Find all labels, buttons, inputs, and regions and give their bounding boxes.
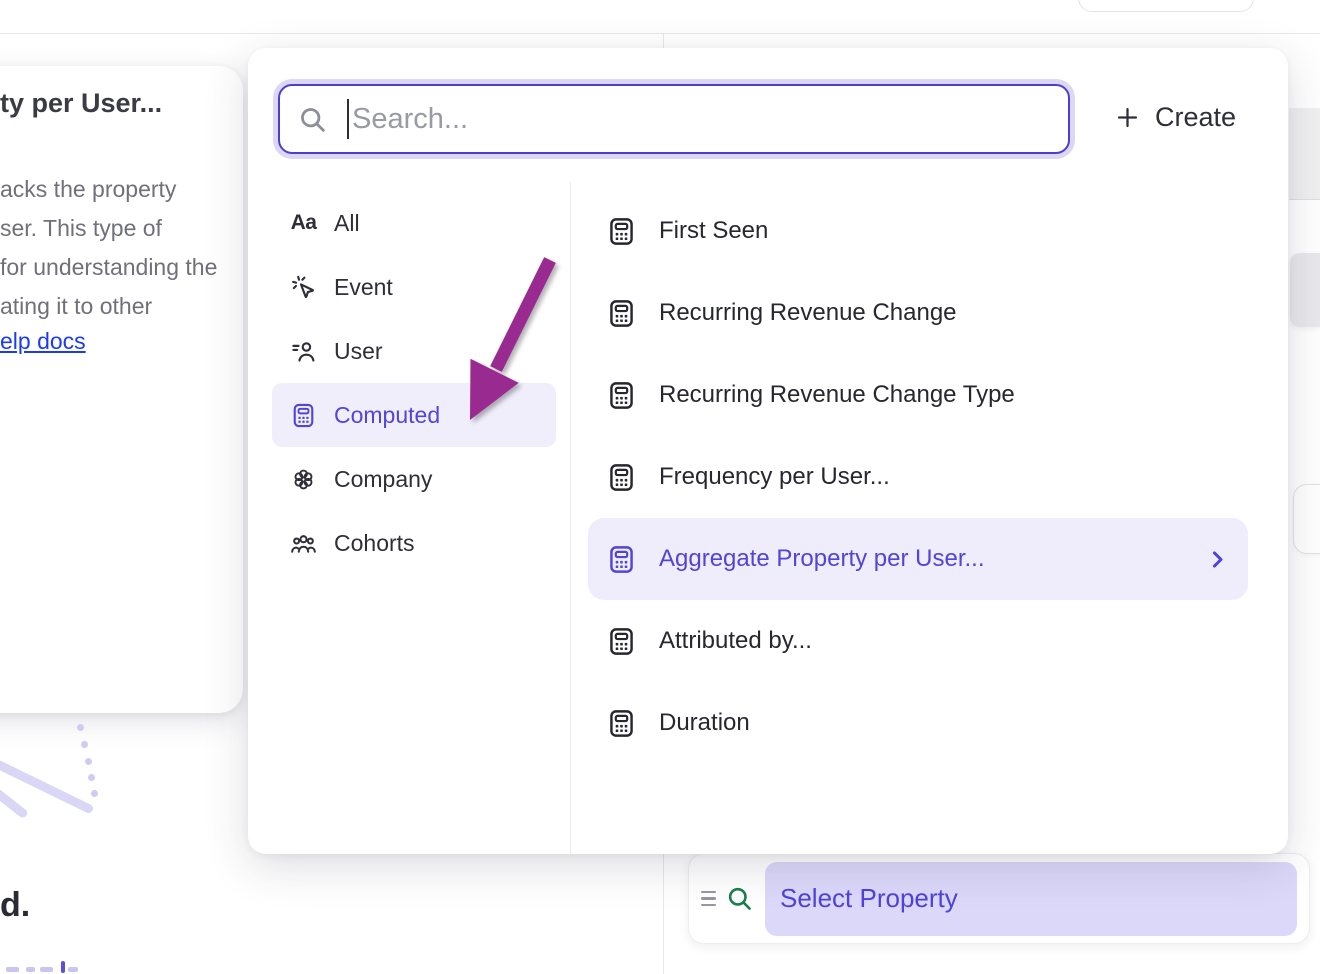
select-property-field: Select Property — [688, 853, 1310, 944]
cohorts-icon — [290, 530, 317, 557]
property-description-tooltip: ty per User... acks the property ser. Th… — [0, 66, 243, 713]
select-property-label: Select Property — [780, 883, 958, 913]
search-box — [278, 84, 1070, 154]
background-button-cutoff[interactable] — [1078, 0, 1254, 12]
drag-handle-icon[interactable] — [701, 890, 716, 907]
clipped-text-fragment — [26, 967, 35, 972]
tooltip-line: acks the property — [0, 176, 177, 202]
clipped-text-fragment — [40, 967, 53, 972]
background-divider-horizontal — [0, 33, 1320, 34]
text-aa-icon: Aa — [290, 211, 317, 234]
decorative-dot — [91, 790, 98, 797]
property-first-seen[interactable]: First Seen — [588, 190, 1248, 272]
calculator-icon — [290, 402, 317, 429]
decorative-dot — [88, 774, 95, 781]
clipped-text-fragment — [68, 967, 78, 972]
calculator-icon — [606, 626, 637, 657]
calculator-icon — [606, 380, 637, 411]
tooltip-body: acks the property ser. This type of for … — [0, 170, 217, 326]
category-company[interactable]: Company — [272, 447, 556, 511]
background-scroll-thumb — [1290, 253, 1320, 327]
select-property-pill[interactable]: Select Property — [765, 861, 1297, 936]
background-panel-strip — [1289, 108, 1320, 200]
tooltip-title: ty per User... — [0, 88, 163, 118]
modal-divider — [570, 182, 571, 854]
tooltip-line: for understanding the — [0, 254, 218, 280]
property-list: First Seen Recurring Revenue Change Recu… — [588, 190, 1248, 764]
search-icon — [298, 105, 327, 134]
property-recurring-revenue-change[interactable]: Recurring Revenue Change — [588, 272, 1248, 354]
property-attributed-by[interactable]: Attributed by... — [588, 600, 1248, 682]
category-sidebar: Aa All Event User Computed Company Co — [272, 191, 556, 575]
decorative-dot — [77, 724, 84, 731]
plus-icon — [1114, 104, 1141, 131]
cursor-click-icon — [290, 274, 317, 301]
property-search-icon — [726, 885, 753, 912]
calculator-icon — [606, 298, 637, 329]
decorative-dot — [81, 741, 88, 748]
property-picker-modal: Create Aa All Event User Computed — [248, 48, 1288, 854]
user-icon — [290, 338, 317, 365]
property-duration[interactable]: Duration — [588, 682, 1248, 764]
create-button[interactable]: Create — [1114, 102, 1236, 133]
property-recurring-revenue-change-type[interactable]: Recurring Revenue Change Type — [588, 354, 1248, 436]
category-cohorts[interactable]: Cohorts — [272, 511, 556, 575]
category-event[interactable]: Event — [272, 255, 556, 319]
canvas-heading-fragment: d. — [0, 886, 31, 924]
tooltip-line: ser. This type of — [0, 215, 162, 241]
calculator-icon — [606, 544, 637, 575]
clipped-text-fragment — [6, 967, 19, 972]
clipped-text-fragment — [61, 961, 65, 973]
tooltip-line: ating it to other — [0, 293, 153, 319]
background-card-edge — [1293, 484, 1320, 554]
category-computed[interactable]: Computed — [272, 383, 556, 447]
property-frequency-per-user[interactable]: Frequency per User... — [588, 436, 1248, 518]
calculator-icon — [606, 216, 637, 247]
calculator-icon — [606, 462, 637, 493]
search-input[interactable] — [349, 102, 1068, 136]
category-all[interactable]: Aa All — [290, 209, 360, 236]
help-docs-link[interactable]: elp docs — [0, 328, 86, 354]
chevron-right-icon — [1207, 549, 1228, 570]
text-caret — [347, 99, 349, 139]
decorative-dot — [85, 758, 92, 765]
create-button-label: Create — [1154, 102, 1236, 132]
calculator-icon — [606, 708, 637, 739]
property-aggregate-property-per-user[interactable]: Aggregate Property per User... — [588, 518, 1248, 600]
decorative-line — [0, 783, 30, 820]
category-user[interactable]: User — [272, 319, 556, 383]
company-icon — [290, 466, 317, 493]
